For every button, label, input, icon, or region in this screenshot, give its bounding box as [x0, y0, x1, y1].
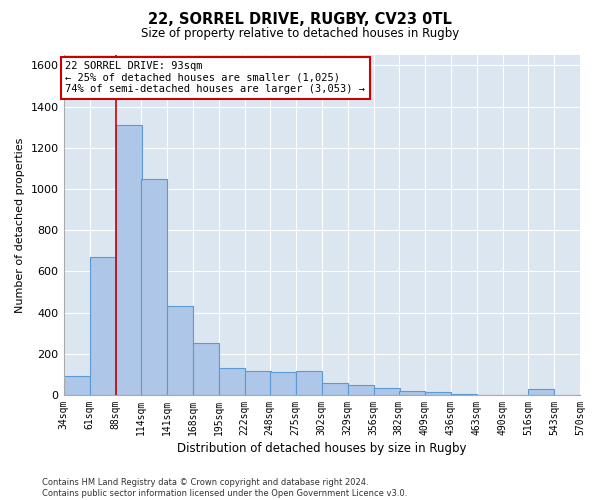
Text: 22 SORREL DRIVE: 93sqm
← 25% of detached houses are smaller (1,025)
74% of semi-: 22 SORREL DRIVE: 93sqm ← 25% of detached… — [65, 61, 365, 94]
Bar — [399, 391, 425, 395]
Bar — [116, 125, 142, 395]
Y-axis label: Number of detached properties: Number of detached properties — [15, 138, 25, 312]
Text: Size of property relative to detached houses in Rugby: Size of property relative to detached ho… — [141, 28, 459, 40]
Bar — [193, 344, 218, 395]
Bar — [218, 368, 245, 395]
Text: 22, SORREL DRIVE, RUGBY, CV23 0TL: 22, SORREL DRIVE, RUGBY, CV23 0TL — [148, 12, 452, 28]
Bar — [451, 394, 477, 395]
X-axis label: Distribution of detached houses by size in Rugby: Distribution of detached houses by size … — [177, 442, 467, 455]
Bar — [89, 257, 116, 395]
Bar — [167, 306, 193, 395]
Bar — [425, 392, 451, 395]
Bar — [270, 372, 296, 395]
Bar — [296, 372, 322, 395]
Bar — [64, 376, 89, 395]
Bar — [322, 382, 348, 395]
Bar — [245, 372, 271, 395]
Text: Contains HM Land Registry data © Crown copyright and database right 2024.
Contai: Contains HM Land Registry data © Crown c… — [42, 478, 407, 498]
Bar — [140, 178, 167, 395]
Bar — [374, 388, 400, 395]
Bar — [348, 384, 374, 395]
Bar — [528, 389, 554, 395]
